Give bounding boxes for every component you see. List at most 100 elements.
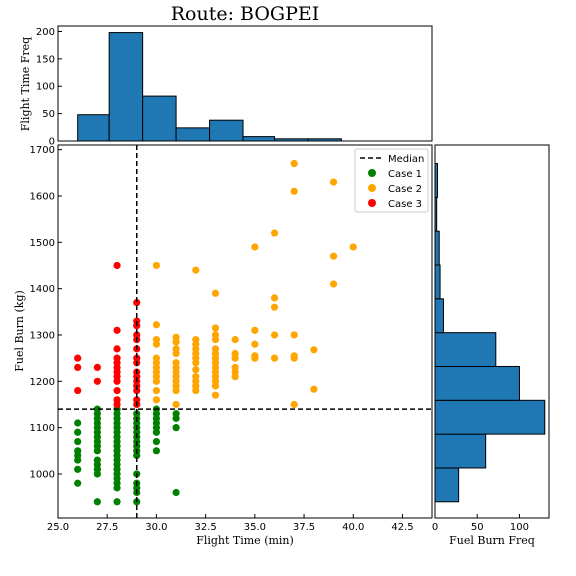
scatter-point-case2 [172,349,180,358]
scatter-point-case2 [231,336,239,344]
legend-case1-label: Case 1 [388,169,422,180]
scatter-point-case1 [113,498,121,506]
right-histogram-bar [434,433,487,469]
scatter-point-case1 [93,498,101,506]
top-histogram-y-tick-label: 50 [42,109,55,120]
scatter-point-case2 [251,354,259,362]
scatter-point-case3 [113,386,121,395]
main-x-tick-label: 40.0 [342,522,364,533]
scatter-point-case2 [290,400,298,409]
scatter-point-case1 [74,479,82,487]
chart-title: Route: BOGPEI [171,3,320,25]
scatter-point-case1 [152,437,161,446]
scatter-point-case2 [152,340,161,348]
top-histogram: 0 50 100 150 200 Flight Time Freq [19,25,433,148]
main-ylabel: Fuel Burn (kg) [13,290,26,372]
top-histogram-y-tick-label: 150 [36,54,55,65]
legend-case2-swatch [368,184,376,192]
main-x-tick-label: 37.5 [293,522,315,533]
scatter-point-case2 [192,359,200,367]
top-histogram-bar [209,119,244,142]
scatter-point-case1 [172,488,180,497]
scatter-point-case2 [152,321,161,329]
main-x-tick-label: 25.0 [47,522,69,533]
scatter-point-case2 [310,385,318,393]
scatter-point-case2 [211,382,220,390]
top-histogram-bar [142,95,177,142]
main-x-tick-label: 30.0 [145,522,167,533]
main-y-tick-label: 1400 [30,284,55,295]
scatter-point-case2 [349,243,357,251]
scatter-point-case2 [211,289,220,297]
main-y-tick-label: 1100 [30,423,55,434]
scatter-point-case2 [152,386,161,395]
scatter-point-case2 [270,303,279,311]
right-histogram-bar [434,264,441,300]
scatter-point-case1 [74,428,82,436]
right-histogram-bar [434,230,440,266]
scatter-point-case3 [113,326,121,334]
scatter-point-case2 [329,280,338,288]
scatter-point-case1 [172,424,180,432]
top-histogram-bar [242,136,276,142]
right-histogram-x-tick-label: 50 [471,522,484,533]
main-x-tick-label: 42.5 [391,522,413,533]
scatter-point-case3 [93,363,101,372]
top-histogram-y-tick-label: 200 [36,27,55,38]
scatter-point-case3 [133,386,141,395]
right-histogram-bar [434,298,444,334]
main-xlabel: Flight Time (min) [196,534,294,547]
scatter-point-case2 [211,336,220,344]
main-x-tick-label: 35.0 [244,522,266,533]
scatter-point-case1 [74,447,82,455]
main-y-tick-label: 1500 [30,238,55,249]
scatter-point-case1 [74,465,82,473]
legend-box [354,148,429,213]
scatter-point-case2 [172,400,180,409]
scatter-point-case3 [74,363,82,372]
scatter-point-case2 [290,187,298,195]
scatter-point-case1 [74,437,82,446]
right-histogram-bar [434,467,460,503]
main-frame [57,144,433,519]
scatter-point-case1 [152,447,161,455]
main-y-ticks: 1000 1100 1200 1300 1400 1500 1600 1700 [30,145,62,480]
top-histogram-y-tick-label: 100 [36,82,55,93]
right-histogram-bars [434,163,546,503]
scatter-point-case2 [211,391,220,399]
legend-case3-swatch [368,199,376,207]
scatter-point-case2 [310,346,318,354]
scatter-point-case2 [329,252,338,260]
right-histogram: 0 50 100 Fuel Burn Freq [432,144,550,547]
top-histogram-y-tick-label: 0 [49,137,55,148]
legend-case1-swatch [368,169,376,177]
scatter-point-case2 [290,331,298,339]
legend: Median Case 1 Case 2 Case 3 [354,148,429,213]
scatter-point-case2 [152,261,161,270]
main-y-tick-label: 1600 [30,191,55,202]
scatter-point-case1 [93,456,101,464]
scatter-point-case3 [113,377,121,385]
scatter-point-case2 [192,266,200,274]
right-histogram-xlabel: Fuel Burn Freq [449,534,535,547]
main-x-tick-label: 32.5 [194,522,216,533]
scatter-point-case2 [172,386,180,395]
scatter-point-case2 [211,324,220,332]
scatter-point-case2 [251,340,259,348]
main-scatter: 25.0 27.5 30.0 32.5 35.0 37.5 40.0 42.5 1000 110… [13,144,433,547]
scatter-point-case3 [113,400,121,409]
right-histogram-frame [434,144,550,519]
scatter-point-case3 [113,261,121,270]
legend-median-label: Median [388,154,424,165]
scatter-point-case2 [192,386,200,395]
scatter-point-case3 [93,377,101,385]
right-histogram-bar [434,399,546,435]
scatter-point-case2 [270,354,279,362]
scatter-point-case2 [251,243,259,251]
main-y-tick-label: 1200 [30,377,55,388]
top-histogram-bar [77,114,110,142]
top-histogram-bar [175,127,211,142]
main-x-ticks: 25.0 27.5 30.0 32.5 35.0 37.5 40.0 42.5 [47,514,414,533]
main-y-tick-label: 1300 [30,330,55,341]
